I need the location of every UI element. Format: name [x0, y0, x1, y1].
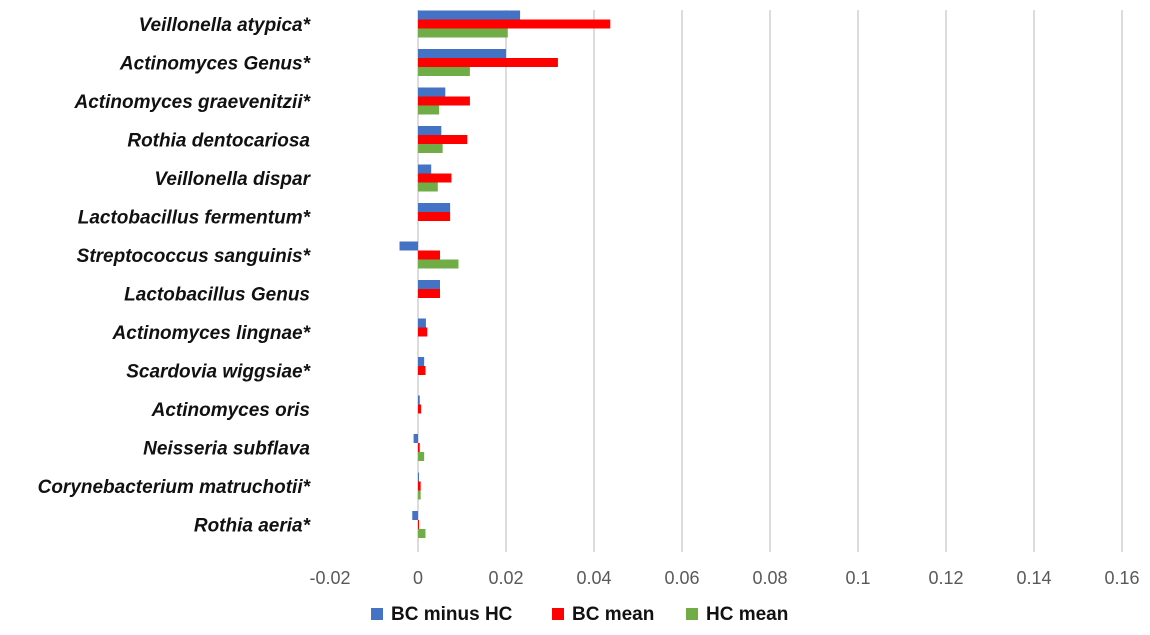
bar-bc-mean: [418, 481, 421, 491]
bar-hc-mean: [418, 182, 438, 192]
bar-bc-minus-hc: [418, 318, 426, 328]
bar-bc-mean: [418, 58, 558, 67]
legend-label: HC mean: [706, 604, 788, 625]
bar-bc-mean: [418, 520, 419, 529]
bar-hc-mean: [418, 67, 470, 76]
bar-hc-mean: [418, 259, 459, 269]
category-labels: Veillonella atypica* Actinomyces Genus* Ac…: [38, 15, 312, 537]
legend-swatch: [371, 608, 383, 620]
category-label: Neisseria subflava: [143, 439, 310, 460]
bar-bc-minus-hc: [418, 49, 506, 58]
bar-bc-minus-hc: [418, 472, 419, 482]
bar-bc-mean: [418, 19, 611, 29]
bar-bc-minus-hc: [418, 126, 442, 135]
grid-layer: [417, 10, 1123, 552]
category-label: Streptococcus sanguinis*: [77, 246, 312, 267]
legend-swatch: [552, 608, 564, 620]
bar-bc-minus-hc: [418, 164, 432, 174]
bar-bc-minus-hc: [412, 511, 418, 520]
x-tick-label: 0.16: [1104, 568, 1139, 588]
bar-bc-minus-hc: [418, 395, 420, 405]
bar-bc-minus-hc: [418, 203, 451, 212]
legend-label: BC minus HC: [391, 604, 513, 625]
x-tick-label: 0.1: [845, 568, 870, 588]
bar-hc-mean: [418, 144, 443, 153]
bar-bc-minus-hc: [413, 434, 418, 443]
bar-bc-minus-hc: [418, 10, 521, 20]
bar-bc-mean: [418, 289, 440, 298]
legend: BC minus HC BC mean HC mean: [371, 604, 788, 625]
legend-swatch: [686, 608, 698, 620]
category-label: Lactobacillus fermentum*: [78, 208, 312, 229]
category-label: Lactobacillus Genus: [124, 285, 310, 306]
bar-bc-mean: [418, 327, 428, 337]
legend-label: BC mean: [572, 604, 654, 625]
bar-bc-minus-hc: [418, 357, 425, 366]
category-label: Actinomyces oris: [151, 400, 310, 421]
category-label: Actinomyces lingnae*: [112, 323, 312, 344]
bar-hc-mean: [418, 28, 508, 38]
bar-bc-mean: [418, 135, 468, 144]
x-tick-label: 0.02: [488, 568, 523, 588]
category-label: Veillonella dispar: [154, 169, 311, 190]
x-tick-label: 0.12: [928, 568, 963, 588]
bar-bc-mean: [418, 212, 451, 221]
x-tick-label: 0.14: [1016, 568, 1051, 588]
bar-hc-mean: [418, 490, 421, 500]
x-tick-label: 0: [413, 568, 423, 588]
bar-bc-minus-hc: [418, 280, 440, 289]
bar-bc-mean: [418, 173, 452, 183]
bar-bc-mean: [418, 250, 440, 260]
bar-bc-minus-hc: [399, 241, 418, 251]
bar-bc-mean: [418, 366, 426, 375]
category-label: Scardovia wiggsiae*: [126, 362, 311, 383]
bar-hc-mean: [418, 452, 425, 461]
category-label: Actinomyces Genus*: [119, 54, 312, 75]
category-label: Actinomyces graevenitzii*: [74, 92, 312, 113]
x-tick-label: -0.02: [309, 568, 350, 588]
category-label: Veillonella atypica*: [139, 15, 312, 36]
bar-bc-minus-hc: [418, 87, 446, 97]
bar-bc-mean: [418, 404, 422, 414]
category-label: Rothia aeria*: [194, 516, 312, 537]
x-tick-label: 0.04: [576, 568, 611, 588]
bar-bc-mean: [418, 443, 420, 452]
bar-layer: [399, 10, 611, 538]
bar-bc-mean: [418, 96, 470, 106]
category-label: Rothia dentocariosa: [127, 131, 310, 152]
category-label: Corynebacterium matruchotii*: [38, 477, 312, 498]
x-axis-tick-labels: -0.02 0 0.02 0.04 0.06 0.08 0.1 0.12 0.14 0.16: [309, 568, 1139, 588]
x-tick-label: 0.06: [664, 568, 699, 588]
bar-hc-mean: [418, 105, 440, 115]
bar-hc-mean: [418, 529, 426, 538]
x-tick-label: 0.08: [752, 568, 787, 588]
